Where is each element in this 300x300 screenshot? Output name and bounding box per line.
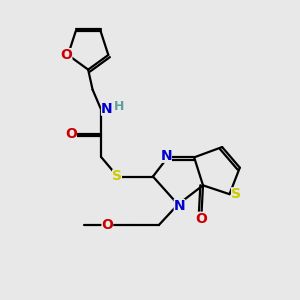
Text: S: S xyxy=(112,169,122,184)
Text: N: N xyxy=(160,149,172,163)
Text: O: O xyxy=(65,127,77,141)
Text: S: S xyxy=(231,187,241,201)
Text: N: N xyxy=(101,102,112,116)
Text: N: N xyxy=(174,199,185,213)
Text: O: O xyxy=(61,48,73,62)
Text: O: O xyxy=(101,218,113,232)
Text: H: H xyxy=(114,100,124,113)
Text: O: O xyxy=(196,212,208,226)
